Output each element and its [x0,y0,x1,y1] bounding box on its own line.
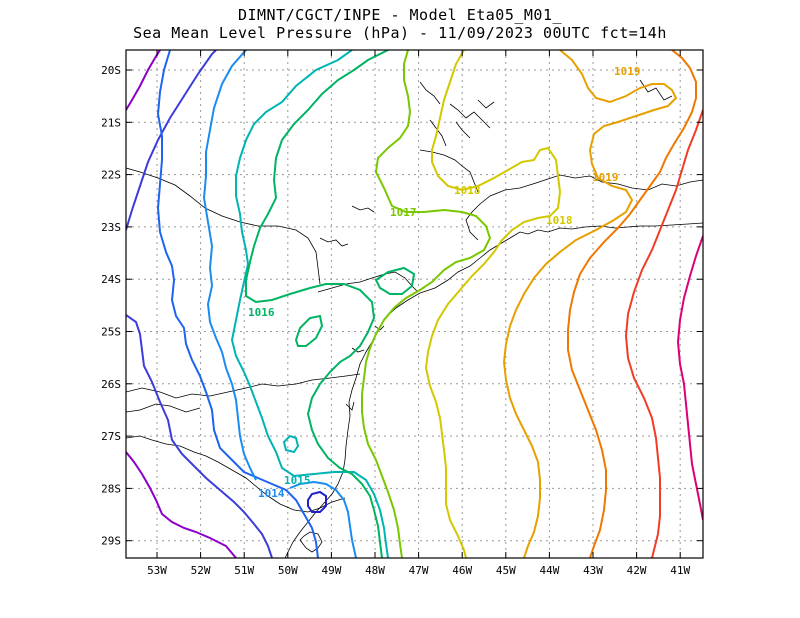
contour-1019 [502,50,678,558]
contour-1014-loop [289,480,357,558]
reservoir-tiete [351,205,375,213]
lat-label: 28S [101,482,121,495]
contour-1016 [245,50,389,558]
contour-1012-south [126,314,273,558]
contour-1016-cell-b [374,266,416,295]
map-title-line-2: Sea Mean Level Pressure (hPa) - 11/09/20… [133,24,667,42]
contour-1011 [126,50,161,111]
coastline [284,222,703,558]
lat-label: 20S [101,64,121,77]
lon-label: 48W [365,564,385,577]
plot-frame [125,49,704,559]
contour-1016-cell-a [294,314,324,347]
contour-1014-east [202,50,257,481]
lat-label: 25S [101,326,121,339]
lat-label: 26S [101,378,121,391]
lon-label: 51W [234,564,254,577]
pressure-contours [126,50,703,558]
contour-1021 [624,109,703,558]
coastline-and-borders [126,79,703,558]
axis-ticks [126,50,703,558]
mg-rivers-and-lakes [419,79,673,147]
longitude-labels: 53W 52W 51W 50W 49W 48W 47W 46W 45W 44W 43W 42W 41W [147,564,690,577]
lat-label: 23S [101,221,121,234]
contour-label-1019-south: 1019 [592,171,619,184]
coastal-islands [345,325,385,411]
grid-lines [126,50,703,558]
state-border-ms-sp [126,167,321,285]
lon-label: 41W [670,564,690,577]
lon-label: 52W [191,564,211,577]
lon-label: 42W [627,564,647,577]
state-border-sp-pr [317,271,419,293]
contour-1022 [676,235,703,521]
lon-label: 49W [321,564,341,577]
lon-label: 46W [452,564,472,577]
contour-label-group: 1014 1015 1016 1017 1018 1018 1019 1019 [248,65,641,500]
contour-1018 [424,50,562,558]
lon-label: 50W [278,564,298,577]
state-border-mg-go [419,149,479,193]
contour-label-1017: 1017 [390,206,417,219]
contour-label-1019-north: 1019 [614,65,641,78]
contour-1011-south [126,451,237,558]
lagoa-dos-patos [299,531,323,553]
contour-1012 [126,50,217,231]
map-title-line-1: DIMNT/CGCT/INPE - Model Eta05_M01_ [237,6,563,24]
contour-label-1014: 1014 [258,487,285,500]
lon-label: 47W [409,564,429,577]
latitude-labels: 20S 21S 22S 23S 24S 25S 26S 27S 28S 29S [101,64,121,548]
lat-label: 24S [101,273,121,286]
lon-label: 45W [496,564,516,577]
contour-1015 [230,50,389,558]
lat-label: 27S [101,430,121,443]
state-border-mg-sp [465,174,703,241]
lon-label: 53W [147,564,167,577]
contour-1020 [567,50,697,558]
lon-label: 43W [583,564,603,577]
contour-1014-cell [307,490,327,513]
lat-label: 22S [101,169,121,182]
state-border-sc-pr-west [126,403,201,413]
contour-1013 [156,50,319,558]
lon-label: 44W [539,564,559,577]
contour-1015-cell [282,434,300,454]
lat-label: 21S [101,116,121,129]
lat-label: 29S [101,535,121,548]
contour-label-1018-south: 1018 [546,214,573,227]
contour-1017 [361,50,492,558]
contour-label-1018-north: 1018 [454,184,481,197]
reservoir-paranapanema [319,237,349,247]
contour-label-1015: 1015 [284,474,311,487]
contour-label-1016: 1016 [248,306,275,319]
state-border-sc-rs [126,435,346,513]
